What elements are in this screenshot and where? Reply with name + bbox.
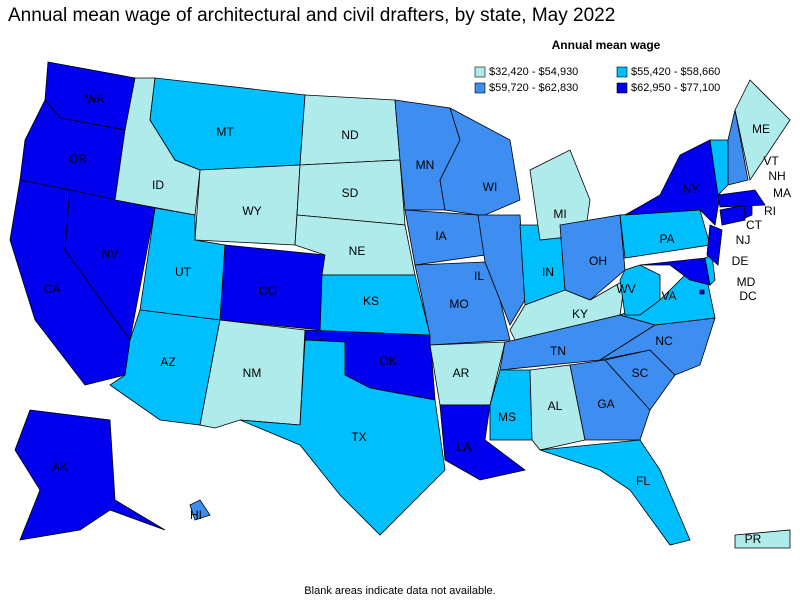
state [239,339,446,536]
state-label: GA [597,397,614,411]
state-label: IL [474,269,484,283]
state [529,364,586,451]
legend-label: $62,950 - $77,100 [631,82,720,94]
state-label: PR [745,532,762,546]
state-label: MD [737,275,756,289]
state-label: NV [102,247,119,261]
state-label: MA [773,186,791,200]
legend-label: $55,420 - $58,660 [631,66,720,78]
state-label: ME [752,122,770,136]
state-label: KS [363,294,379,308]
state [619,264,661,316]
state-label: MN [416,158,435,172]
legend-swatch [474,66,486,78]
state-label: OR [69,152,87,166]
state-label: FL [636,474,650,488]
state-label: WY [242,204,261,218]
state-label: AR [453,366,470,380]
states [9,61,791,549]
state-label: NY [683,182,700,196]
state-label: CT [746,218,763,232]
state-label: PA [659,232,674,246]
state [539,439,691,546]
state-label: SC [632,366,649,380]
state-label: MT [216,125,234,139]
state-label: AZ [160,355,175,369]
legend-label: $32,420 - $54,930 [489,66,578,78]
state-label: UT [175,265,192,279]
state-label: RI [764,204,776,218]
state [569,359,651,441]
state [149,77,306,171]
state [727,109,749,186]
state [719,204,746,226]
state-label: DE [732,254,749,268]
state-label: OH [589,254,607,268]
state-label: AL [548,399,563,413]
state [734,529,791,549]
state-label: OK [379,354,396,368]
state [717,189,766,208]
state-label: LA [457,440,472,454]
state [489,369,533,441]
state-label: IN [542,265,554,279]
legend-swatch [616,82,628,94]
state-label: HI [190,508,202,522]
legend-label: $59,720 - $62,830 [489,82,578,94]
state-label: TX [351,430,366,444]
state-label: WI [483,180,498,194]
state [529,149,591,241]
state-label: IA [435,229,446,243]
state-label: VT [763,154,779,168]
legend-swatch [474,82,486,94]
state [14,409,166,541]
state-label: KY [572,307,588,321]
state-label: NC [655,334,673,348]
state-label: CA [44,282,61,296]
state [744,204,753,219]
state-label: NM [243,366,262,380]
state [639,257,711,286]
state [734,79,791,182]
state-label: NH [768,169,785,183]
state-label: CO [259,284,277,298]
state-label: ID [152,178,164,192]
state-label: MS [498,410,516,424]
footnote: Blank areas indicate data not available. [304,585,495,597]
state-label: DC [739,289,757,303]
legend-title: Annual mean wage [552,38,661,52]
state-label: WV [616,282,635,296]
state-label: NJ [736,233,751,247]
legend-swatch [616,66,628,78]
state [189,499,211,521]
state-label: MI [553,207,566,221]
state-label: NE [349,244,366,258]
state [559,214,626,301]
state-label: TN [550,344,566,358]
map-title: Annual mean wage of architectural and ci… [8,5,615,26]
state [477,214,526,326]
state [699,289,705,295]
state-label: ND [341,128,359,142]
state-label: MO [449,297,468,311]
state-label: SD [342,186,359,200]
state [706,224,723,266]
state-label: VA [661,289,676,303]
state-label: AK [52,460,68,474]
state-label: WA [86,92,105,106]
